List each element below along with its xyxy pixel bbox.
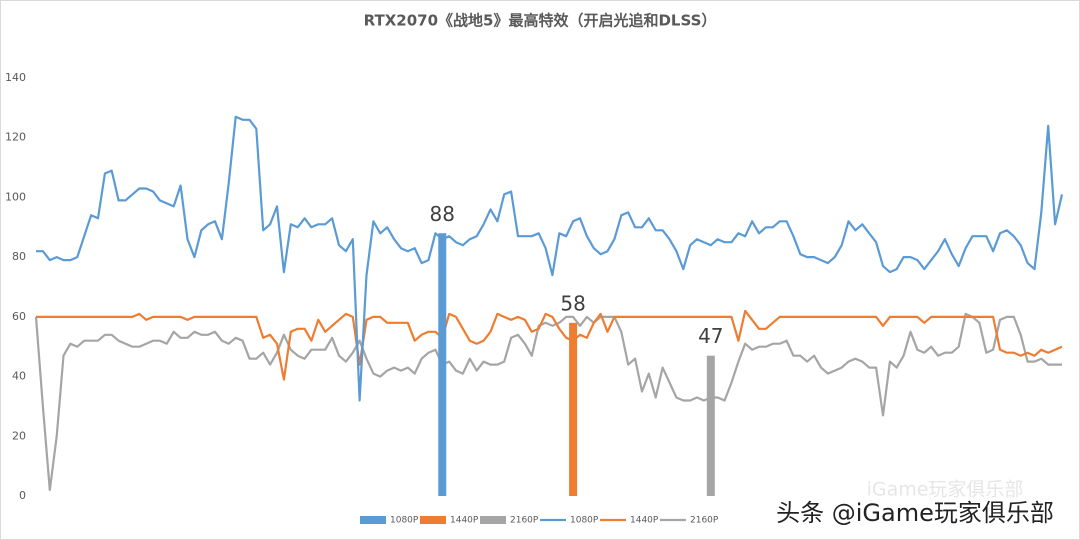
bar: [569, 322, 578, 496]
line: [36, 115, 1064, 402]
legend-label: 1440P: [450, 516, 479, 526]
legend-swatch: [420, 516, 446, 524]
legend-label: 1440P: [630, 516, 659, 526]
legend-label: 1080P: [390, 516, 419, 526]
legend-label: 2160P: [510, 516, 539, 526]
y-tick-label: 120: [5, 131, 26, 144]
watermark: 头条 @iGame玩家俱乐部: [776, 499, 1054, 527]
bar: [438, 233, 447, 496]
y-tick-label: 80: [12, 250, 26, 263]
line: [36, 309, 1063, 381]
y-tick-label: 60: [12, 310, 26, 323]
bar-label: 58: [560, 291, 585, 315]
line: [34, 312, 1062, 492]
y-tick-label: 40: [12, 370, 26, 383]
watermark-faint: iGame玩家俱乐部: [867, 479, 1024, 501]
bar-label: 88: [430, 202, 455, 226]
legend-swatch: [480, 516, 506, 524]
y-tick-label: 20: [12, 429, 26, 442]
legend-swatch: [360, 516, 386, 524]
chart-title: RTX2070《战地5》最高特效（开启光追和DLSS）: [364, 12, 717, 30]
bar-label: 47: [698, 324, 723, 348]
y-tick-label: 140: [5, 71, 26, 84]
y-tick-label: 0: [19, 489, 26, 502]
legend-label: 1080P: [570, 516, 599, 526]
legend-label: 2160P: [690, 516, 719, 526]
bar: [706, 355, 715, 496]
y-tick-label: 100: [5, 190, 26, 203]
